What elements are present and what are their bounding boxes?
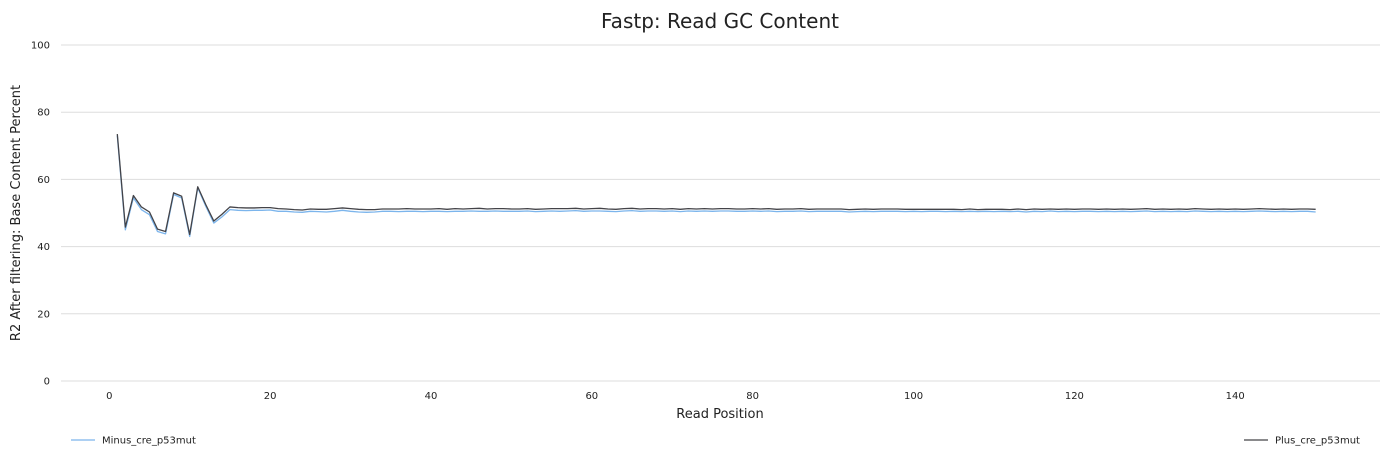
y-axis-label: R2 After filtering: Base Content Percent: [9, 85, 24, 341]
legend: Minus_cre_p53mut Plus_cre_p53mut: [71, 436, 1360, 447]
gridlines: [61, 44, 1380, 382]
y-tick-label: 100: [31, 41, 50, 52]
series-line-minus-cre-p53mut: [116, 135, 1316, 238]
legend-item[interactable]: Minus_cre_p53mut: [71, 436, 196, 447]
x-axis-label: Read Position: [676, 407, 763, 422]
x-tick-label: 100: [904, 391, 923, 402]
y-tick-label: 80: [37, 108, 50, 119]
series-line-plus-cre-p53mut: [116, 133, 1316, 236]
x-tick-label: 0: [106, 391, 112, 402]
x-tick-label: 20: [264, 391, 277, 402]
x-tick-label: 140: [1226, 391, 1245, 402]
y-tick-label: 60: [37, 175, 50, 186]
x-tick-label: 60: [585, 391, 598, 402]
series-lines: [116, 133, 1316, 238]
x-tick-label: 40: [425, 391, 438, 402]
x-axis-ticks: 0 20 40 60 80 100 120 140: [106, 391, 1245, 402]
x-tick-label: 80: [746, 391, 759, 402]
y-tick-label: 0: [44, 377, 50, 388]
legend-label: Minus_cre_p53mut: [102, 436, 196, 447]
y-tick-label: 20: [37, 309, 50, 320]
y-axis-ticks: 0 20 40 60 80 100: [31, 41, 50, 388]
y-tick-label: 40: [37, 242, 50, 253]
x-tick-label: 120: [1065, 391, 1084, 402]
legend-label: Plus_cre_p53mut: [1275, 436, 1360, 447]
legend-item[interactable]: Plus_cre_p53mut: [1244, 436, 1360, 447]
chart-title: Fastp: Read GC Content: [601, 9, 839, 33]
